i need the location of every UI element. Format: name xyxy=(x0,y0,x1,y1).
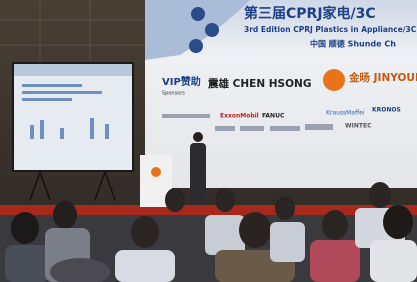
banner-subtitle: 3rd Edition CPRJ Plastics in Appliance/3… xyxy=(244,25,417,34)
sponsor-other: KraussMaffei xyxy=(326,110,365,117)
sponsor-other: FANUC xyxy=(262,113,285,120)
sponsor-other: ExxonMobil xyxy=(220,113,259,120)
speaker xyxy=(190,143,206,205)
projection xyxy=(14,64,132,170)
icon xyxy=(191,7,205,21)
slide-header xyxy=(14,64,132,76)
speaker-head xyxy=(193,132,203,142)
sponsor-other: WINTEC xyxy=(345,123,372,130)
sponsor-other: KRONOS xyxy=(372,107,401,114)
banner-title: 第三届CPRJ家电/3C xyxy=(244,5,376,22)
podium-logo xyxy=(151,167,161,177)
banner-location: 中国 顺德 Shunde Ch xyxy=(310,39,396,49)
sponsor-label-en: Sponsors xyxy=(162,91,185,97)
icon xyxy=(205,23,219,37)
sponsor-main: 震雄 CHEN HSONG xyxy=(207,77,311,90)
sponsor-main: 金旸 JINYOUNG xyxy=(348,71,417,84)
sponsor-logo xyxy=(323,69,345,91)
icon xyxy=(189,39,203,53)
conference-photo: 第三届CPRJ家电/3C 3rd Edition CPRJ Plastics i… xyxy=(0,0,417,282)
sponsor-label: VIP赞助 xyxy=(162,75,201,88)
